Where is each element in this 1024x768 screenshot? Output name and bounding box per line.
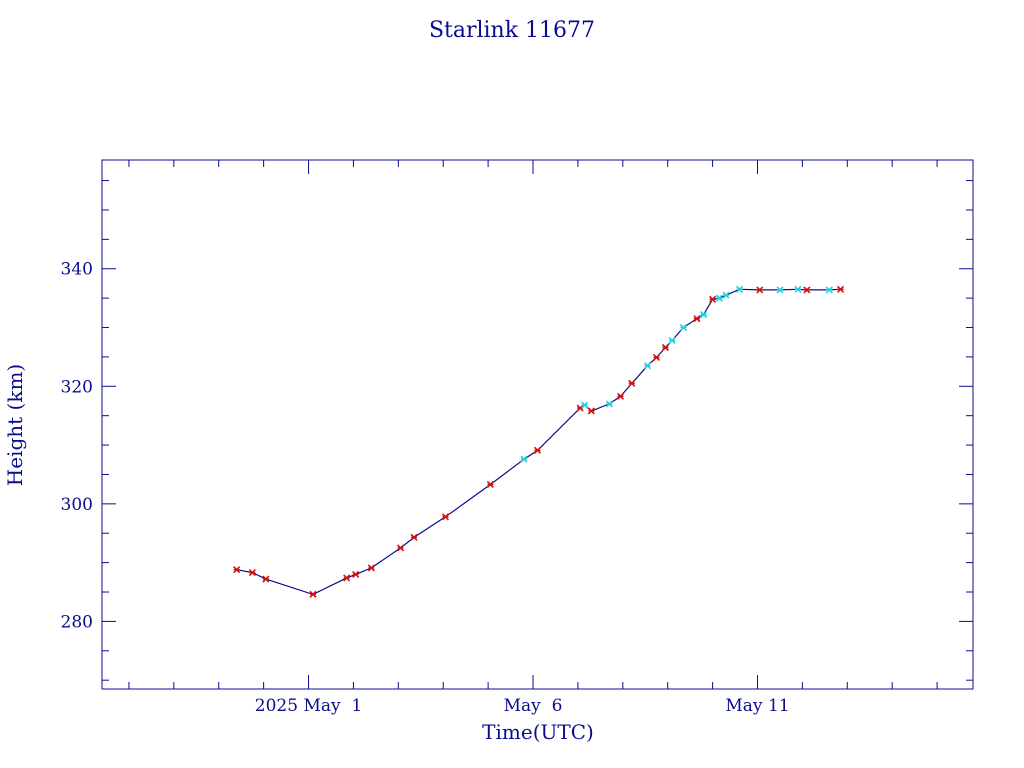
data-point <box>262 575 270 583</box>
y-axis-label: Height (km) <box>3 364 27 486</box>
data-point <box>605 400 613 408</box>
y-tick-label: 280 <box>61 612 93 632</box>
data-point <box>367 564 375 572</box>
data-point <box>643 362 652 370</box>
data-point <box>776 286 784 294</box>
series-polyline <box>236 288 841 596</box>
data-point <box>679 323 687 332</box>
data-point <box>486 480 494 489</box>
data-point <box>587 407 595 415</box>
data-markers <box>233 285 845 598</box>
series-line <box>236 288 841 596</box>
data-point <box>700 311 708 319</box>
data-point <box>652 353 661 362</box>
data-point <box>248 569 256 577</box>
y-tick-label: 340 <box>61 260 93 280</box>
data-point <box>520 455 528 463</box>
data-point <box>668 336 676 345</box>
data-point <box>709 295 717 303</box>
data-point <box>836 285 845 293</box>
data-point <box>581 401 589 409</box>
data-point <box>715 294 723 302</box>
data-point <box>803 286 811 294</box>
data-point <box>616 392 625 400</box>
data-point <box>756 286 764 294</box>
x-axis-label: Time(UTC) <box>482 720 594 744</box>
data-point <box>628 379 636 387</box>
data-point <box>661 343 670 352</box>
y-tick-label: 300 <box>61 495 93 515</box>
plot-frame <box>101 159 974 690</box>
chart-title: Starlink 11677 <box>429 18 595 43</box>
data-point <box>352 570 360 578</box>
data-point <box>396 544 405 552</box>
x-tick-label: May 11 <box>725 696 789 716</box>
data-point <box>693 315 701 323</box>
x-tick-label: 2025 May 1 <box>255 696 362 716</box>
x-tick-label: May 6 <box>504 696 563 716</box>
data-point <box>441 513 450 521</box>
data-point <box>233 566 241 574</box>
data-point <box>533 446 542 454</box>
y-tick-label: 320 <box>61 377 93 397</box>
data-point <box>794 285 802 293</box>
data-point <box>825 286 833 294</box>
data-point <box>722 291 730 299</box>
data-point <box>735 285 744 293</box>
data-point <box>309 590 317 598</box>
axes: 280 300 320 340 2025 May 1 May 6 May 11 <box>61 160 973 716</box>
data-point <box>410 533 418 541</box>
data-point <box>343 574 351 582</box>
